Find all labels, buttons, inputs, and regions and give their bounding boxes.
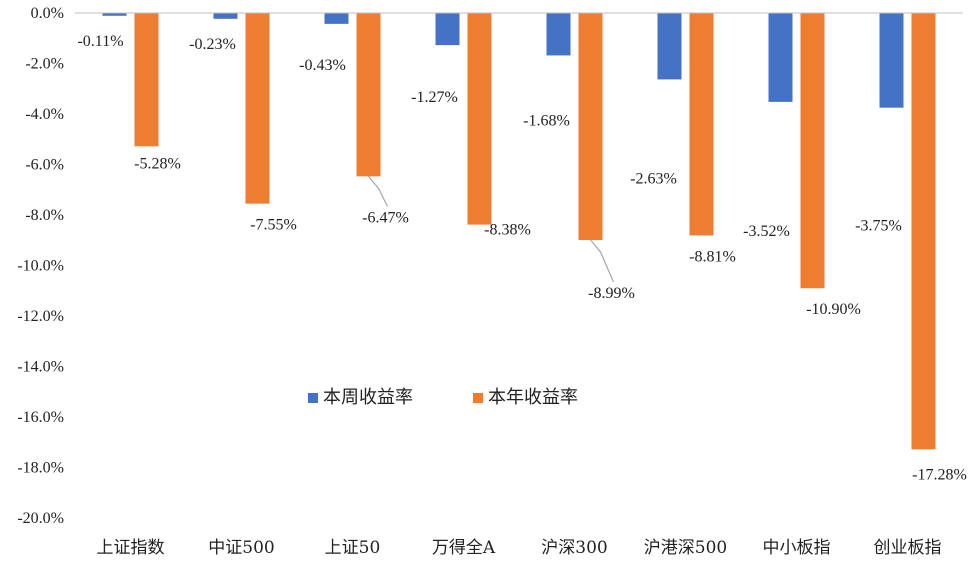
bar-weekly [324,13,349,24]
x-category-label: 创业板指 [874,538,942,558]
data-label-yearly: -8.38% [484,222,531,239]
data-label-weekly: -0.11% [77,33,123,50]
data-label-weekly: -3.52% [743,223,790,240]
label-leader-line [368,175,389,207]
x-category-label: 沪港深500 [644,538,727,558]
data-label-weekly: -0.23% [189,36,236,53]
y-tick-label: -18.0% [17,460,64,477]
bar-weekly [879,13,904,108]
x-category-label: 上证指数 [97,538,165,558]
x-category-label: 万得全A [432,538,496,558]
data-label-yearly: -10.90% [806,301,861,318]
y-tick-label: -8.0% [25,207,64,224]
data-label-yearly: -7.55% [250,217,297,234]
bar-yearly [245,13,270,204]
bar-yearly [800,13,825,289]
data-label-weekly: -2.63% [630,170,677,187]
bar-yearly [689,13,714,236]
bar-weekly [213,13,238,19]
data-label-yearly: -8.99% [588,285,635,302]
label-leader-line [590,239,615,283]
y-tick-label: 0.0% [31,5,64,22]
legend-swatch-yearly [473,393,483,403]
y-tick-label: -12.0% [17,308,64,325]
bar-weekly [102,13,127,16]
x-category-label: 上证50 [325,538,381,558]
y-tick-label: -16.0% [17,409,64,426]
data-label-yearly: -17.28% [912,466,967,483]
y-tick-label: -10.0% [17,258,64,275]
bar-weekly [657,13,682,80]
bar-yearly [578,13,603,240]
legend-swatch-weekly [308,393,318,403]
y-tick-label: -4.0% [25,106,64,123]
bar-weekly [546,13,571,56]
bar-weekly [768,13,793,102]
data-label-yearly: -8.81% [689,248,736,265]
legend: 本周收益率 本年收益率 [308,387,578,408]
bar-yearly [911,13,936,450]
data-label-yearly: -6.47% [362,209,409,226]
x-category-label: 中小板指 [763,538,831,558]
legend-label-yearly: 本年收益率 [488,387,578,408]
y-tick-label: -2.0% [25,56,64,73]
bar-yearly [467,13,492,225]
data-label-weekly: -1.68% [523,112,570,129]
x-category-label: 中证500 [208,538,274,558]
bar-yearly [356,13,381,177]
bar-yearly [134,13,159,147]
y-tick-label: -6.0% [25,157,64,174]
y-tick-label: -20.0% [17,510,64,527]
data-label-weekly: -3.75% [855,218,902,235]
legend-label-weekly: 本周收益率 [323,387,413,408]
data-label-yearly: -5.28% [134,155,181,172]
data-label-weekly: -1.27% [411,89,458,106]
x-category-label: 沪深300 [541,538,607,558]
data-label-weekly: -0.43% [299,57,346,74]
bar-weekly [435,13,460,46]
y-tick-label: -14.0% [17,359,64,376]
